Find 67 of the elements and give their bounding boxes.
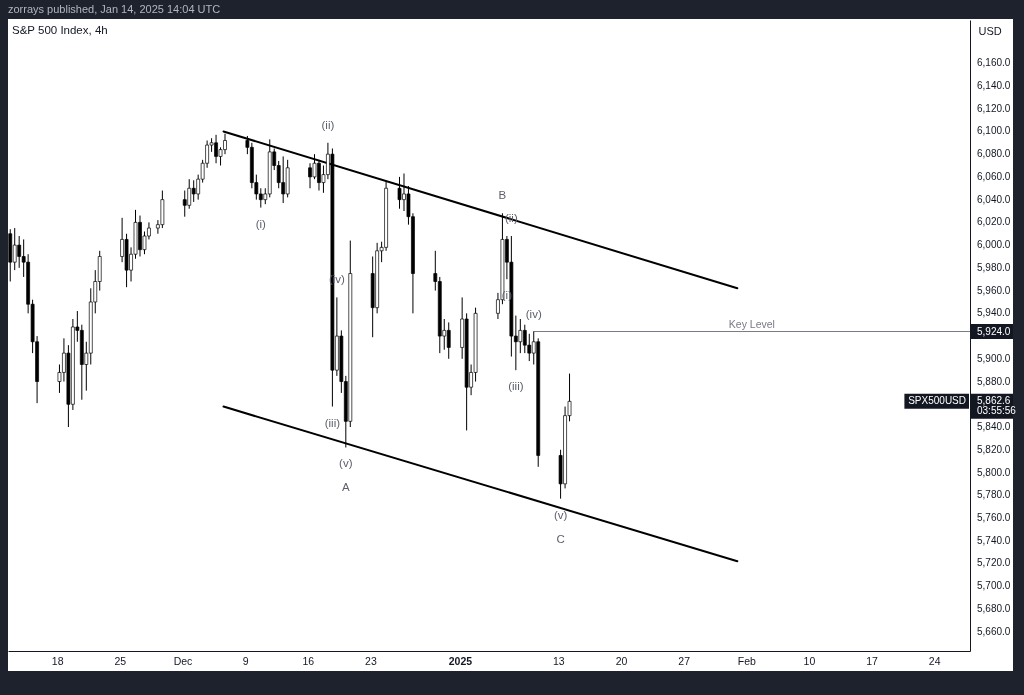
candlestick <box>17 235 22 269</box>
y-tick-label: 5,800.0 <box>977 466 1011 478</box>
annotation: (iii) <box>324 416 341 429</box>
text: SPX500USD <box>908 395 966 407</box>
y-tick-label: 5,760.0 <box>977 511 1011 523</box>
candlestick <box>281 155 286 204</box>
annotation: B <box>498 189 507 202</box>
y-tick-label: 5,680.0 <box>977 602 1011 614</box>
candlestick <box>191 179 196 203</box>
y-axis-title: USD <box>978 24 1002 37</box>
candlestick <box>397 176 402 210</box>
y-tick-label: 6,120.0 <box>977 102 1011 114</box>
x-tick-label: 27 <box>678 654 691 667</box>
annotation: (iii) <box>508 380 524 393</box>
candlestick <box>518 318 523 354</box>
x-tick-label: 23 <box>365 654 377 667</box>
y-tick-label: 6,160.0 <box>977 57 1011 69</box>
x-tick-label: Feb <box>737 654 756 667</box>
x-tick-label: 25 <box>114 654 127 667</box>
y-tick-label: 6,000.0 <box>977 239 1011 251</box>
y-tick-label: 6,100.0 <box>977 125 1011 137</box>
y-tick-label: 5,780.0 <box>977 489 1011 501</box>
x-tick-label: 24 <box>928 654 941 667</box>
annotation: (iv) <box>525 307 542 320</box>
x-tick-label: 2025 <box>448 654 473 667</box>
y-tick-label: 5,980.0 <box>977 261 1011 273</box>
annotation: (v) <box>339 457 353 470</box>
y-tick-label: 5,700.0 <box>977 580 1011 592</box>
y-tick-label: 5,740.0 <box>977 534 1011 546</box>
y-tick-label: 5,940.0 <box>977 307 1011 319</box>
candlestick <box>182 190 187 218</box>
x-tick-label: 20 <box>615 654 628 667</box>
annotation: (ii) <box>321 118 335 131</box>
x-tick-label: 17 <box>866 654 879 667</box>
candlestick <box>187 178 192 210</box>
x-tick-label: 10 <box>803 654 816 667</box>
y-tick-label: 5,900.0 <box>977 352 1011 364</box>
y-tick-label: 5,880.0 <box>977 375 1011 387</box>
x-tick-label: 9 <box>242 654 249 667</box>
y-tick-label: 5,720.0 <box>977 557 1011 569</box>
y-tick-label: 5,862.6 <box>977 395 1011 407</box>
y-tick-label: 5,924.0 <box>977 325 1011 337</box>
annotation: A <box>341 481 350 494</box>
text: 03:55:56 <box>977 405 1017 417</box>
chart-title: S&P 500 Index, 4h <box>12 24 108 36</box>
candlestick <box>527 333 532 362</box>
y-tick-label: 6,140.0 <box>977 79 1011 91</box>
x-tick-label: 16 <box>302 654 315 667</box>
x-tick-label: Dec <box>173 654 193 667</box>
series-label: Key Level <box>728 317 775 330</box>
y-tick-label: 5,840.0 <box>977 421 1011 433</box>
annotation: (i) <box>255 217 267 230</box>
y-tick-label: 5,820.0 <box>977 443 1011 455</box>
y-tick-label: 5,660.0 <box>977 625 1011 637</box>
y-tick-label: 6,060.0 <box>977 170 1011 182</box>
y-tick-label: 6,080.0 <box>977 148 1011 160</box>
x-tick-label: 13 <box>553 654 565 667</box>
chart-subtitle: zorrays published, Jan 14, 2025 14:04 UTC <box>8 3 221 15</box>
candlestick <box>12 227 17 271</box>
y-tick-label: 6,040.0 <box>977 193 1011 205</box>
annotation: C <box>556 532 565 545</box>
y-tick-label: 6,020.0 <box>977 216 1011 228</box>
annotation: (v) <box>553 508 568 521</box>
y-tick-label: 5,960.0 <box>977 284 1011 296</box>
x-tick-label: 18 <box>51 654 64 667</box>
candlestick <box>522 324 527 354</box>
candlestick <box>446 321 451 360</box>
